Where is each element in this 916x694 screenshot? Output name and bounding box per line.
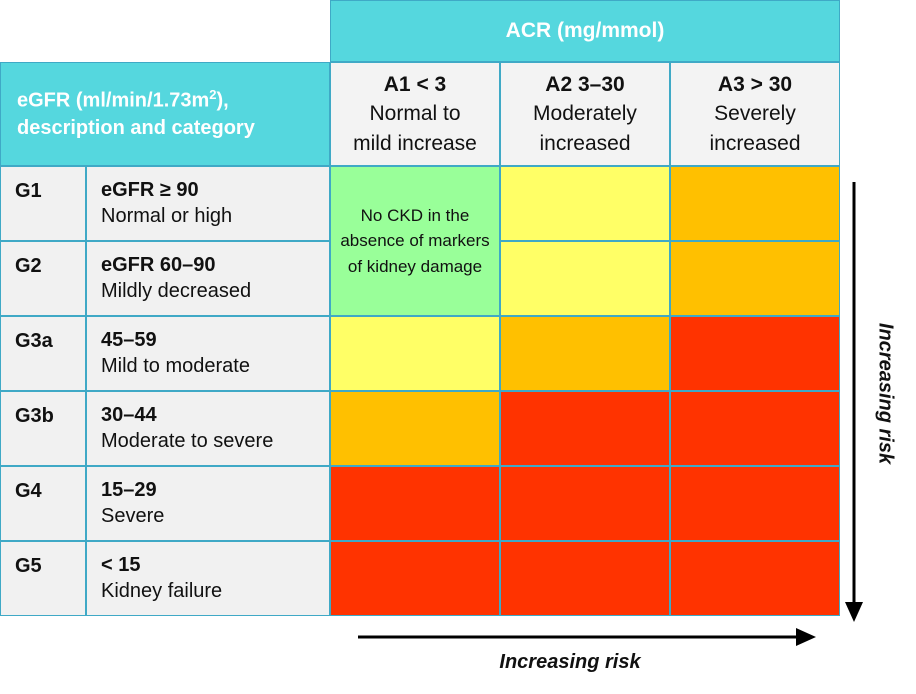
risk-cell xyxy=(500,541,670,616)
horizontal-risk-arrow xyxy=(358,628,816,646)
acr-header: ACR (mg/mmol) xyxy=(330,0,840,62)
column-desc: Severely xyxy=(714,102,796,126)
horizontal-risk-label: Increasing risk xyxy=(499,651,641,673)
row-description: Mild to moderate xyxy=(101,355,250,377)
egfr-header: eGFR (ml/min/1.73m2), description and ca… xyxy=(0,62,330,166)
column-desc: mild increase xyxy=(353,131,477,155)
row-desc-g1: eGFR ≥ 90 Normal or high xyxy=(86,166,330,241)
vertical-risk-label: Increasing risk xyxy=(874,322,897,465)
row-code-g3a: G3a xyxy=(0,316,86,391)
row-desc-g2: eGFR 60–90 Mildly decreased xyxy=(86,241,330,316)
row-range: 15–29 xyxy=(101,479,157,501)
row-description: Severe xyxy=(101,505,165,527)
row-code-g2: G2 xyxy=(0,241,86,316)
risk-cell xyxy=(670,466,840,541)
risk-cell xyxy=(500,241,670,316)
row-range: 45–59 xyxy=(101,329,157,351)
row-desc-g5: < 15 Kidney failure xyxy=(86,541,330,616)
row-desc-g4: 15–29 Severe xyxy=(86,466,330,541)
column-code: A3 > 30 xyxy=(717,72,793,96)
row-code-g3b: G3b xyxy=(0,391,86,466)
row-description: Moderate to severe xyxy=(101,430,274,452)
risk-cell xyxy=(670,541,840,616)
column-code: A2 3–30 xyxy=(545,72,625,96)
acr-header-label: ACR (mg/mmol) xyxy=(505,19,665,42)
column-desc: increased xyxy=(709,131,801,155)
row-code-g5: G5 xyxy=(0,541,86,616)
row-range: 30–44 xyxy=(101,404,157,426)
risk-cell xyxy=(500,391,670,466)
vertical-risk-arrow xyxy=(845,182,863,622)
egfr-header-line1: eGFR (ml/min/1.73m xyxy=(17,89,210,112)
row-range: eGFR 60–90 xyxy=(101,254,216,276)
risk-cell xyxy=(500,316,670,391)
risk-cell xyxy=(500,166,670,241)
row-range: < 15 xyxy=(101,554,141,576)
row-code-g4: G4 xyxy=(0,466,86,541)
egfr-header-line1-end: ), xyxy=(216,89,229,112)
risk-cell xyxy=(670,391,840,466)
column-desc: increased xyxy=(539,131,631,155)
column-code: A1 < 3 xyxy=(383,72,447,96)
column-header-a1: A1 < 3 Normal to mild increase xyxy=(330,62,500,166)
column-desc: Moderately xyxy=(533,102,637,126)
risk-cell xyxy=(330,391,500,466)
risk-cell xyxy=(670,316,840,391)
row-description: Normal or high xyxy=(101,205,233,227)
risk-cell xyxy=(500,466,670,541)
no-ckd-text: No CKD in the absence of markers of kidn… xyxy=(340,205,490,276)
column-desc: Normal to xyxy=(369,102,461,126)
row-code-g1: G1 xyxy=(0,166,86,241)
row-range: eGFR ≥ 90 xyxy=(101,179,199,201)
risk-cell-no-ckd: No CKD in the absence of markers of kidn… xyxy=(330,166,500,316)
row-description: Kidney failure xyxy=(101,580,223,602)
column-header-a2: A2 3–30 Moderately increased xyxy=(500,62,670,166)
risk-cell xyxy=(670,241,840,316)
risk-cell xyxy=(330,541,500,616)
risk-cell xyxy=(670,166,840,241)
risk-cell xyxy=(330,466,500,541)
column-header-a3: A3 > 30 Severely increased xyxy=(670,62,840,166)
egfr-header-sup: 2 xyxy=(209,86,217,102)
row-desc-g3b: 30–44 Moderate to severe xyxy=(86,391,330,466)
egfr-header-line2: description and category xyxy=(17,117,255,140)
row-desc-g3a: 45–59 Mild to moderate xyxy=(86,316,330,391)
risk-cell xyxy=(330,316,500,391)
row-description: Mildly decreased xyxy=(101,280,252,302)
